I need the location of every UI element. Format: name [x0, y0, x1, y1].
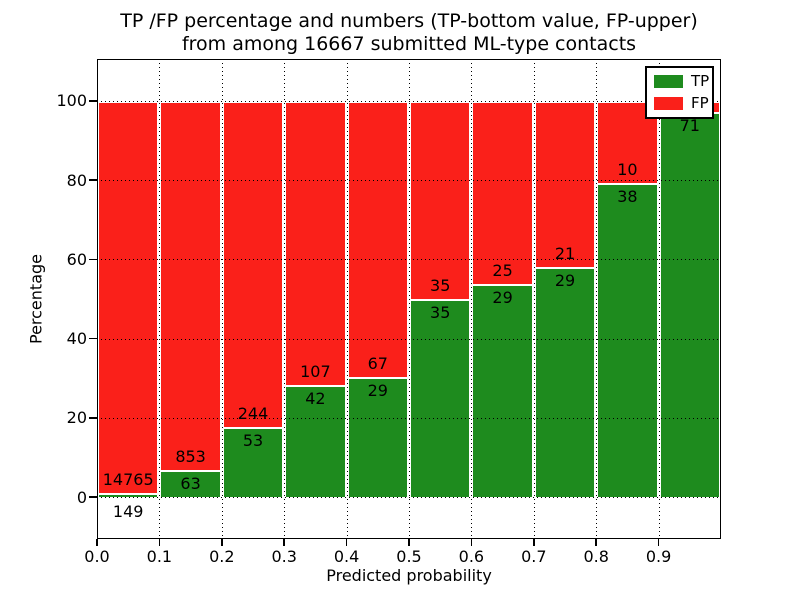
v-gridline — [221, 59, 223, 539]
bar-segment-fp — [533, 100, 597, 268]
y-tick-mark — [89, 496, 97, 498]
x-tick-mark — [221, 539, 223, 546]
plot-area — [97, 59, 721, 539]
bar-segment-tp — [346, 377, 409, 497]
chart-title-line1: TP /FP percentage and numbers (TP-bottom… — [120, 10, 698, 32]
x-axis-label: Predicted probability — [326, 566, 492, 585]
bar-segment-tp — [409, 299, 472, 498]
bar-segment-tp — [533, 267, 597, 497]
bar-segment-fp — [159, 100, 222, 470]
bar-segment-tp — [658, 111, 721, 498]
y-tick-label: 100 — [56, 91, 87, 111]
chart-title-line2: from among 16667 submitted ML-type conta… — [181, 33, 637, 55]
bar-segment-fp — [97, 100, 160, 494]
tp-count-label: 42 — [305, 389, 326, 409]
tp-count-label: 63 — [180, 473, 201, 493]
fp-color-swatch — [654, 97, 683, 110]
x-tick-label: 0.3 — [271, 547, 297, 566]
legend: TP FP — [645, 66, 714, 119]
fp-count-label: 67 — [367, 354, 388, 374]
tp-count-label: 38 — [617, 187, 638, 207]
v-gridline — [658, 59, 660, 539]
y-tick-mark — [89, 337, 97, 340]
bar-segment-fp — [284, 100, 347, 386]
chart-title: TP /FP percentage and numbers (TP-bottom… — [97, 10, 721, 56]
fp-count-label: 853 — [175, 446, 206, 466]
v-gridline — [409, 59, 410, 539]
x-tick-mark — [283, 539, 285, 546]
v-gridline — [596, 59, 598, 539]
x-tick-mark — [470, 539, 473, 546]
y-tick-label: 80 — [66, 170, 87, 190]
fp-count-label: 244 — [237, 403, 269, 423]
fp-count-label: 14765 — [102, 470, 154, 490]
bar-segment-tp — [97, 493, 160, 497]
x-tick-label: 0.4 — [333, 547, 360, 566]
bar-segment-fp — [471, 100, 534, 285]
legend-item-tp: TP — [654, 74, 709, 89]
y-tick-label: 0 — [76, 487, 87, 507]
tp-count-label: 29 — [492, 288, 513, 308]
bar-segment-tp — [284, 385, 347, 497]
x-tick-mark — [158, 539, 161, 546]
v-gridline — [159, 59, 161, 539]
x-tick-label: 0.8 — [583, 547, 609, 566]
v-gridline — [533, 59, 535, 539]
y-tick-mark — [89, 179, 97, 181]
tp-count-label: 149 — [112, 502, 144, 522]
y-tick-mark — [89, 258, 97, 261]
tp-count-label: 53 — [242, 430, 264, 450]
tp-count-label: 71 — [679, 115, 700, 135]
x-tick-label: 0.7 — [521, 547, 547, 566]
v-gridline — [346, 59, 348, 539]
bar-segment-tp — [159, 469, 222, 497]
x-tick-mark — [345, 539, 348, 546]
x-tick-label: 0.2 — [209, 547, 235, 566]
bar-segment-tp — [596, 183, 659, 497]
bar-segment-tp — [221, 426, 285, 497]
y-tick-label: 60 — [66, 249, 87, 269]
x-tick-label: 0.0 — [84, 547, 110, 566]
tp-count-label: 29 — [554, 271, 576, 291]
y-tick-mark — [89, 417, 97, 419]
bar-segment-tp — [471, 284, 534, 498]
v-gridline — [284, 59, 286, 539]
fp-count-label: 10 — [617, 160, 638, 180]
x-tick-label: 0.9 — [645, 547, 672, 566]
x-tick-label: 0.1 — [146, 547, 173, 566]
bar-segment-fp — [346, 100, 409, 378]
bar-segment-fp — [221, 100, 285, 427]
x-tick-mark — [533, 539, 535, 546]
y-tick-mark — [89, 100, 97, 102]
legend-label-fp: FP — [691, 94, 709, 112]
x-tick-mark — [595, 539, 597, 546]
legend-label-tp: TP — [691, 72, 710, 90]
fp-count-label: 107 — [300, 362, 331, 382]
v-gridline — [471, 59, 473, 539]
y-tick-label: 40 — [66, 329, 87, 349]
y-tick-label: 20 — [66, 408, 87, 428]
tp-color-swatch — [654, 75, 683, 88]
legend-item-fp: FP — [654, 96, 709, 111]
x-tick-label: 0.6 — [458, 547, 485, 566]
x-tick-label: 0.5 — [396, 547, 422, 566]
tp-count-label: 35 — [430, 303, 451, 322]
tp-count-label: 29 — [367, 381, 388, 401]
bar-segment-fp — [409, 100, 472, 299]
x-tick-mark — [96, 539, 98, 546]
x-tick-mark — [657, 539, 660, 546]
fp-count-label: 21 — [554, 244, 576, 264]
fp-count-label: 25 — [492, 261, 513, 281]
x-tick-mark — [408, 539, 410, 546]
fp-count-label: 35 — [430, 276, 451, 295]
